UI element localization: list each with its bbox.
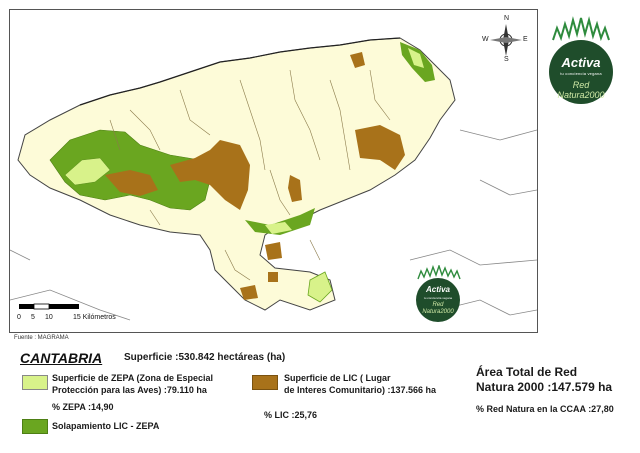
- logo-inset-badge-icon: [416, 265, 461, 322]
- lic-label-line1: Superficie de LIC ( Lugar: [284, 373, 391, 383]
- natura-total-line1: Área Total de Red: [476, 365, 578, 379]
- lic-percent: % LIC :25,76: [264, 410, 318, 420]
- total-surface: Superficie :530.842 hectáreas (ha): [124, 352, 286, 363]
- overlap-swatch: [22, 419, 48, 434]
- zepa-area-west: [64, 157, 111, 186]
- scale-tick-0: 0: [17, 314, 21, 321]
- ccaa-percent: % Red Natura en la CCAA :27,80: [476, 404, 614, 414]
- compass-south: S: [504, 56, 509, 63]
- lic-area-east: [355, 125, 405, 170]
- cantabria-map: [10, 37, 537, 321]
- logo-inset-title: Activa: [425, 285, 450, 294]
- lic-area-west: [105, 170, 158, 196]
- overlap-label: Solapamiento LIC - ZEPA: [52, 421, 160, 431]
- rivers: [109, 69, 391, 281]
- activa-logo-inset: Activa tu conciencia vegana Red Natura20…: [412, 265, 464, 325]
- natura-total-line2: Natura 2000 :147.579 ha: [476, 380, 613, 394]
- lic-label-line2: de Interes Comunitario) :137.566 ha: [284, 385, 437, 395]
- scale-tick-10: 10: [45, 314, 53, 321]
- compass-north: N: [504, 15, 510, 22]
- logo-badge-icon: [549, 16, 613, 104]
- overlap-area-south: [245, 208, 315, 235]
- compass-east: E: [523, 36, 528, 43]
- lic-area-south-3: [268, 272, 278, 282]
- map-frame[interactable]: [9, 9, 538, 333]
- logo-natura: Natura2000: [557, 90, 605, 100]
- zepa-percent: % ZEPA :14,90: [52, 402, 114, 412]
- zepa-label-line1: Superficie de ZEPA (Zona de Especial: [52, 373, 214, 383]
- scale-bar: 0 5 10 15 Kilómetros: [17, 300, 137, 328]
- natura-total: Área Total de Red Natura 2000 :147.579 h…: [476, 365, 612, 395]
- logo-tagline: tu conciencia vegana: [560, 71, 602, 76]
- lic-area-south-1: [265, 242, 282, 260]
- zepa-label-line2: Protección para las Aves) :79.110 ha: [52, 385, 207, 395]
- zepa-swatch: [22, 375, 48, 390]
- logo-red: Red: [572, 80, 590, 90]
- neighbor-boundaries: [10, 129, 537, 321]
- lic-area-small-1: [288, 175, 302, 202]
- lic-area-central: [170, 140, 250, 210]
- region-title: CANTABRIA: [20, 350, 103, 366]
- coastline: [79, 37, 401, 106]
- scale-bar-graphic: [19, 303, 79, 310]
- zepa-area-south: [265, 222, 292, 234]
- compass-rose: N S E W: [482, 15, 528, 63]
- source-note: Fuente : MAGRAMA: [14, 335, 69, 341]
- zepa-area-northeast: [408, 48, 424, 68]
- logo-title: Activa: [561, 55, 601, 70]
- logo-inset-red: Red: [432, 302, 444, 308]
- activa-logo: Activa tu conciencia vegana Red Natura20…: [545, 10, 617, 110]
- lic-area-south-2: [240, 285, 258, 300]
- logo-inset-natura: Natura2000: [422, 309, 454, 315]
- compass-rose-icon: [490, 24, 522, 56]
- scale-tick-15: 15 Kilómetros: [73, 314, 116, 321]
- compass-west: W: [482, 36, 489, 43]
- lic-area-north: [350, 52, 365, 68]
- scale-tick-5: 5: [31, 314, 35, 321]
- lic-swatch: [252, 375, 278, 390]
- logo-inset-tagline: tu conciencia vegana: [423, 296, 453, 300]
- zepa-area-southeast: [307, 271, 333, 303]
